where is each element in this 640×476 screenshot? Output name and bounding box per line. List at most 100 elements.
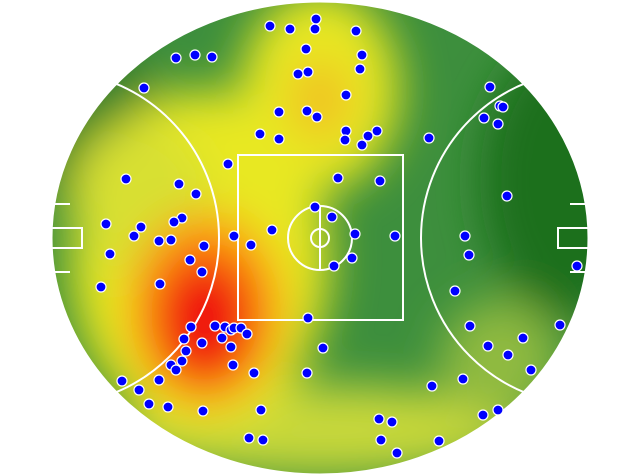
point [478,112,490,124]
point [225,341,237,353]
point [554,319,566,331]
point [209,320,221,332]
point [433,435,445,447]
point [349,228,361,240]
point [339,134,351,146]
point [356,49,368,61]
point [449,285,461,297]
point [301,105,313,117]
point [302,312,314,324]
point [389,230,401,242]
point [222,158,234,170]
point [255,404,267,416]
point [216,332,228,344]
point [128,230,140,242]
arc-left [52,70,220,406]
point [228,230,240,242]
point [245,239,257,251]
point [170,364,182,376]
point [354,63,366,75]
point [571,260,583,272]
point [133,384,145,396]
point [153,235,165,247]
point [459,230,471,242]
point [162,401,174,413]
point [386,416,398,428]
point [196,337,208,349]
point [284,23,296,35]
point [170,52,182,64]
point [264,20,276,32]
point [350,25,362,37]
point [356,139,368,151]
point [464,320,476,332]
point [340,89,352,101]
point [95,281,107,293]
point [502,349,514,361]
point [248,367,260,379]
point [180,345,192,357]
point [477,409,489,421]
point [135,221,147,233]
point [138,82,150,94]
points [95,13,583,459]
point [484,81,496,93]
point [104,248,116,260]
point [463,249,475,261]
point [254,128,266,140]
point [273,106,285,118]
point [168,216,180,228]
point [374,175,386,187]
point [492,404,504,416]
point [198,240,210,252]
point [317,342,329,354]
point [196,266,208,278]
point [525,364,537,376]
boundary [51,1,589,475]
point [120,173,132,185]
point [153,374,165,386]
point [178,333,190,345]
point [292,68,304,80]
point [423,132,435,144]
point [227,359,239,371]
point [326,211,338,223]
point [116,375,128,387]
point [176,355,188,367]
point [185,321,197,333]
point [310,13,322,25]
point [309,23,321,35]
point [302,66,314,78]
point [300,43,312,55]
point [184,254,196,266]
point [328,260,340,272]
point [301,367,313,379]
point [482,340,494,352]
point [362,130,374,142]
point [501,190,513,202]
point [189,49,201,61]
point [371,125,383,137]
point [426,380,438,392]
point [517,332,529,344]
point [241,328,253,340]
point [143,398,155,410]
point [391,447,403,459]
point [492,118,504,130]
point [273,133,285,145]
point [165,234,177,246]
point [206,51,218,63]
point [257,434,269,446]
point [311,111,323,123]
point [457,373,469,385]
point [375,434,387,446]
point [190,188,202,200]
point [332,172,344,184]
point [346,252,358,264]
arc-right [420,70,588,406]
point [100,218,112,230]
point [173,178,185,190]
